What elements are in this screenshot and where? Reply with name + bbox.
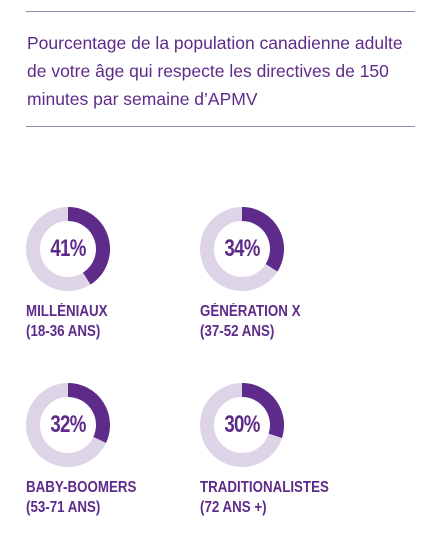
- percent-label-millenials: 41%: [50, 235, 86, 262]
- group-label-millenials: MILLÉNIAUX (18-36 ANS): [26, 302, 172, 342]
- group-name-millenials: MILLÉNIAUX: [26, 303, 108, 320]
- group-age-millenials: (18-36 ANS): [26, 323, 101, 340]
- donut-svg-baby-boomers: [26, 383, 110, 467]
- group-label-baby-boomers: BABY-BOOMERS (53-71 ANS): [26, 478, 172, 518]
- donut-arc-millenials: [67, 207, 110, 285]
- donut-chart-generation-x: 34%: [200, 207, 284, 291]
- chart-title: Pourcentage de la population canadienne …: [27, 33, 403, 109]
- donut-svg-traditionalists: [200, 383, 284, 467]
- donut-svg-millenials: [26, 207, 110, 291]
- donut-svg-generation-x: [200, 207, 284, 291]
- group-age-traditionalists: (72 ANS +): [200, 499, 267, 516]
- donut-chart-baby-boomers: 32%: [26, 383, 110, 467]
- donut-arc-baby-boomers: [67, 383, 110, 443]
- donut-chart-millenials: 41%: [26, 207, 110, 291]
- group-label-generation-x: GÉNÉRATION X (37-52 ANS): [200, 302, 346, 342]
- percent-label-baby-boomers: 32%: [50, 411, 86, 438]
- donut-arc-generation-x: [241, 207, 284, 272]
- group-age-generation-x: (37-52 ANS): [200, 323, 275, 340]
- donut-chart-traditionalists: 30%: [200, 383, 284, 467]
- percent-label-generation-x: 34%: [224, 235, 260, 262]
- donut-cell-millenials: 41% MILLÉNIAUX (18-36 ANS): [26, 207, 196, 347]
- top-divider: [26, 11, 415, 12]
- donut-cell-generation-x: 34% GÉNÉRATION X (37-52 ANS): [200, 207, 370, 347]
- donut-arc-traditionalists: [241, 383, 284, 438]
- group-name-baby-boomers: BABY-BOOMERS: [26, 479, 137, 496]
- donut-cell-traditionalists: 30% TRADITIONALISTES (72 ANS +): [200, 383, 370, 523]
- percent-label-traditionalists: 30%: [224, 411, 260, 438]
- group-name-generation-x: GÉNÉRATION X: [200, 303, 301, 320]
- bottom-divider: [26, 126, 415, 127]
- donut-cell-baby-boomers: 32% BABY-BOOMERS (53-71 ANS): [26, 383, 196, 523]
- group-age-baby-boomers: (53-71 ANS): [26, 499, 101, 516]
- group-name-traditionalists: TRADITIONALISTES: [200, 479, 329, 496]
- group-label-traditionalists: TRADITIONALISTES (72 ANS +): [200, 478, 346, 518]
